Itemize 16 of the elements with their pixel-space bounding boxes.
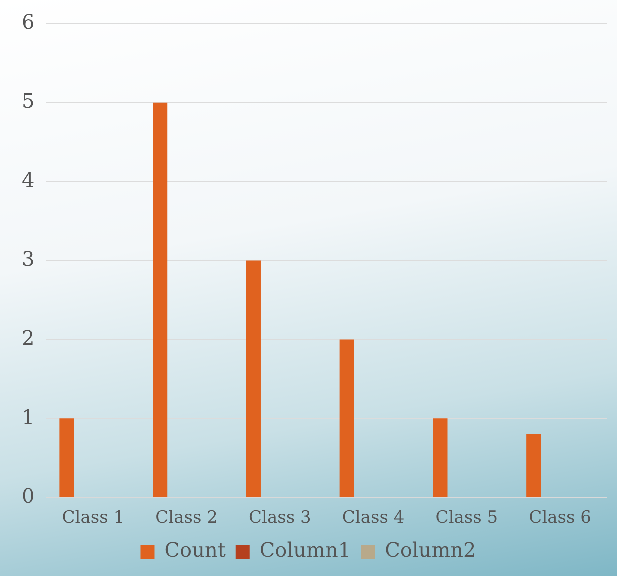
- x-tick-label: Class 3: [249, 508, 312, 528]
- legend-label: Column2: [385, 538, 476, 562]
- y-tick-label: 6: [22, 10, 35, 34]
- legend-label: Column1: [260, 538, 352, 562]
- x-tick-label: Class 6: [529, 508, 592, 528]
- y-tick-label: 4: [22, 168, 35, 192]
- legend-label: Count: [164, 538, 226, 562]
- x-tick-label: Class 2: [156, 508, 218, 528]
- y-tick-label: 1: [22, 404, 35, 429]
- x-tick-label: Class 5: [436, 508, 498, 528]
- y-tick-label: 2: [22, 326, 35, 350]
- x-tick-label: Class 1: [62, 508, 125, 528]
- y-tick-label: 3: [22, 247, 35, 272]
- y-tick-label: 5: [22, 89, 35, 114]
- x-tick-label: Class 4: [342, 508, 405, 528]
- y-tick-label: 0: [22, 484, 35, 508]
